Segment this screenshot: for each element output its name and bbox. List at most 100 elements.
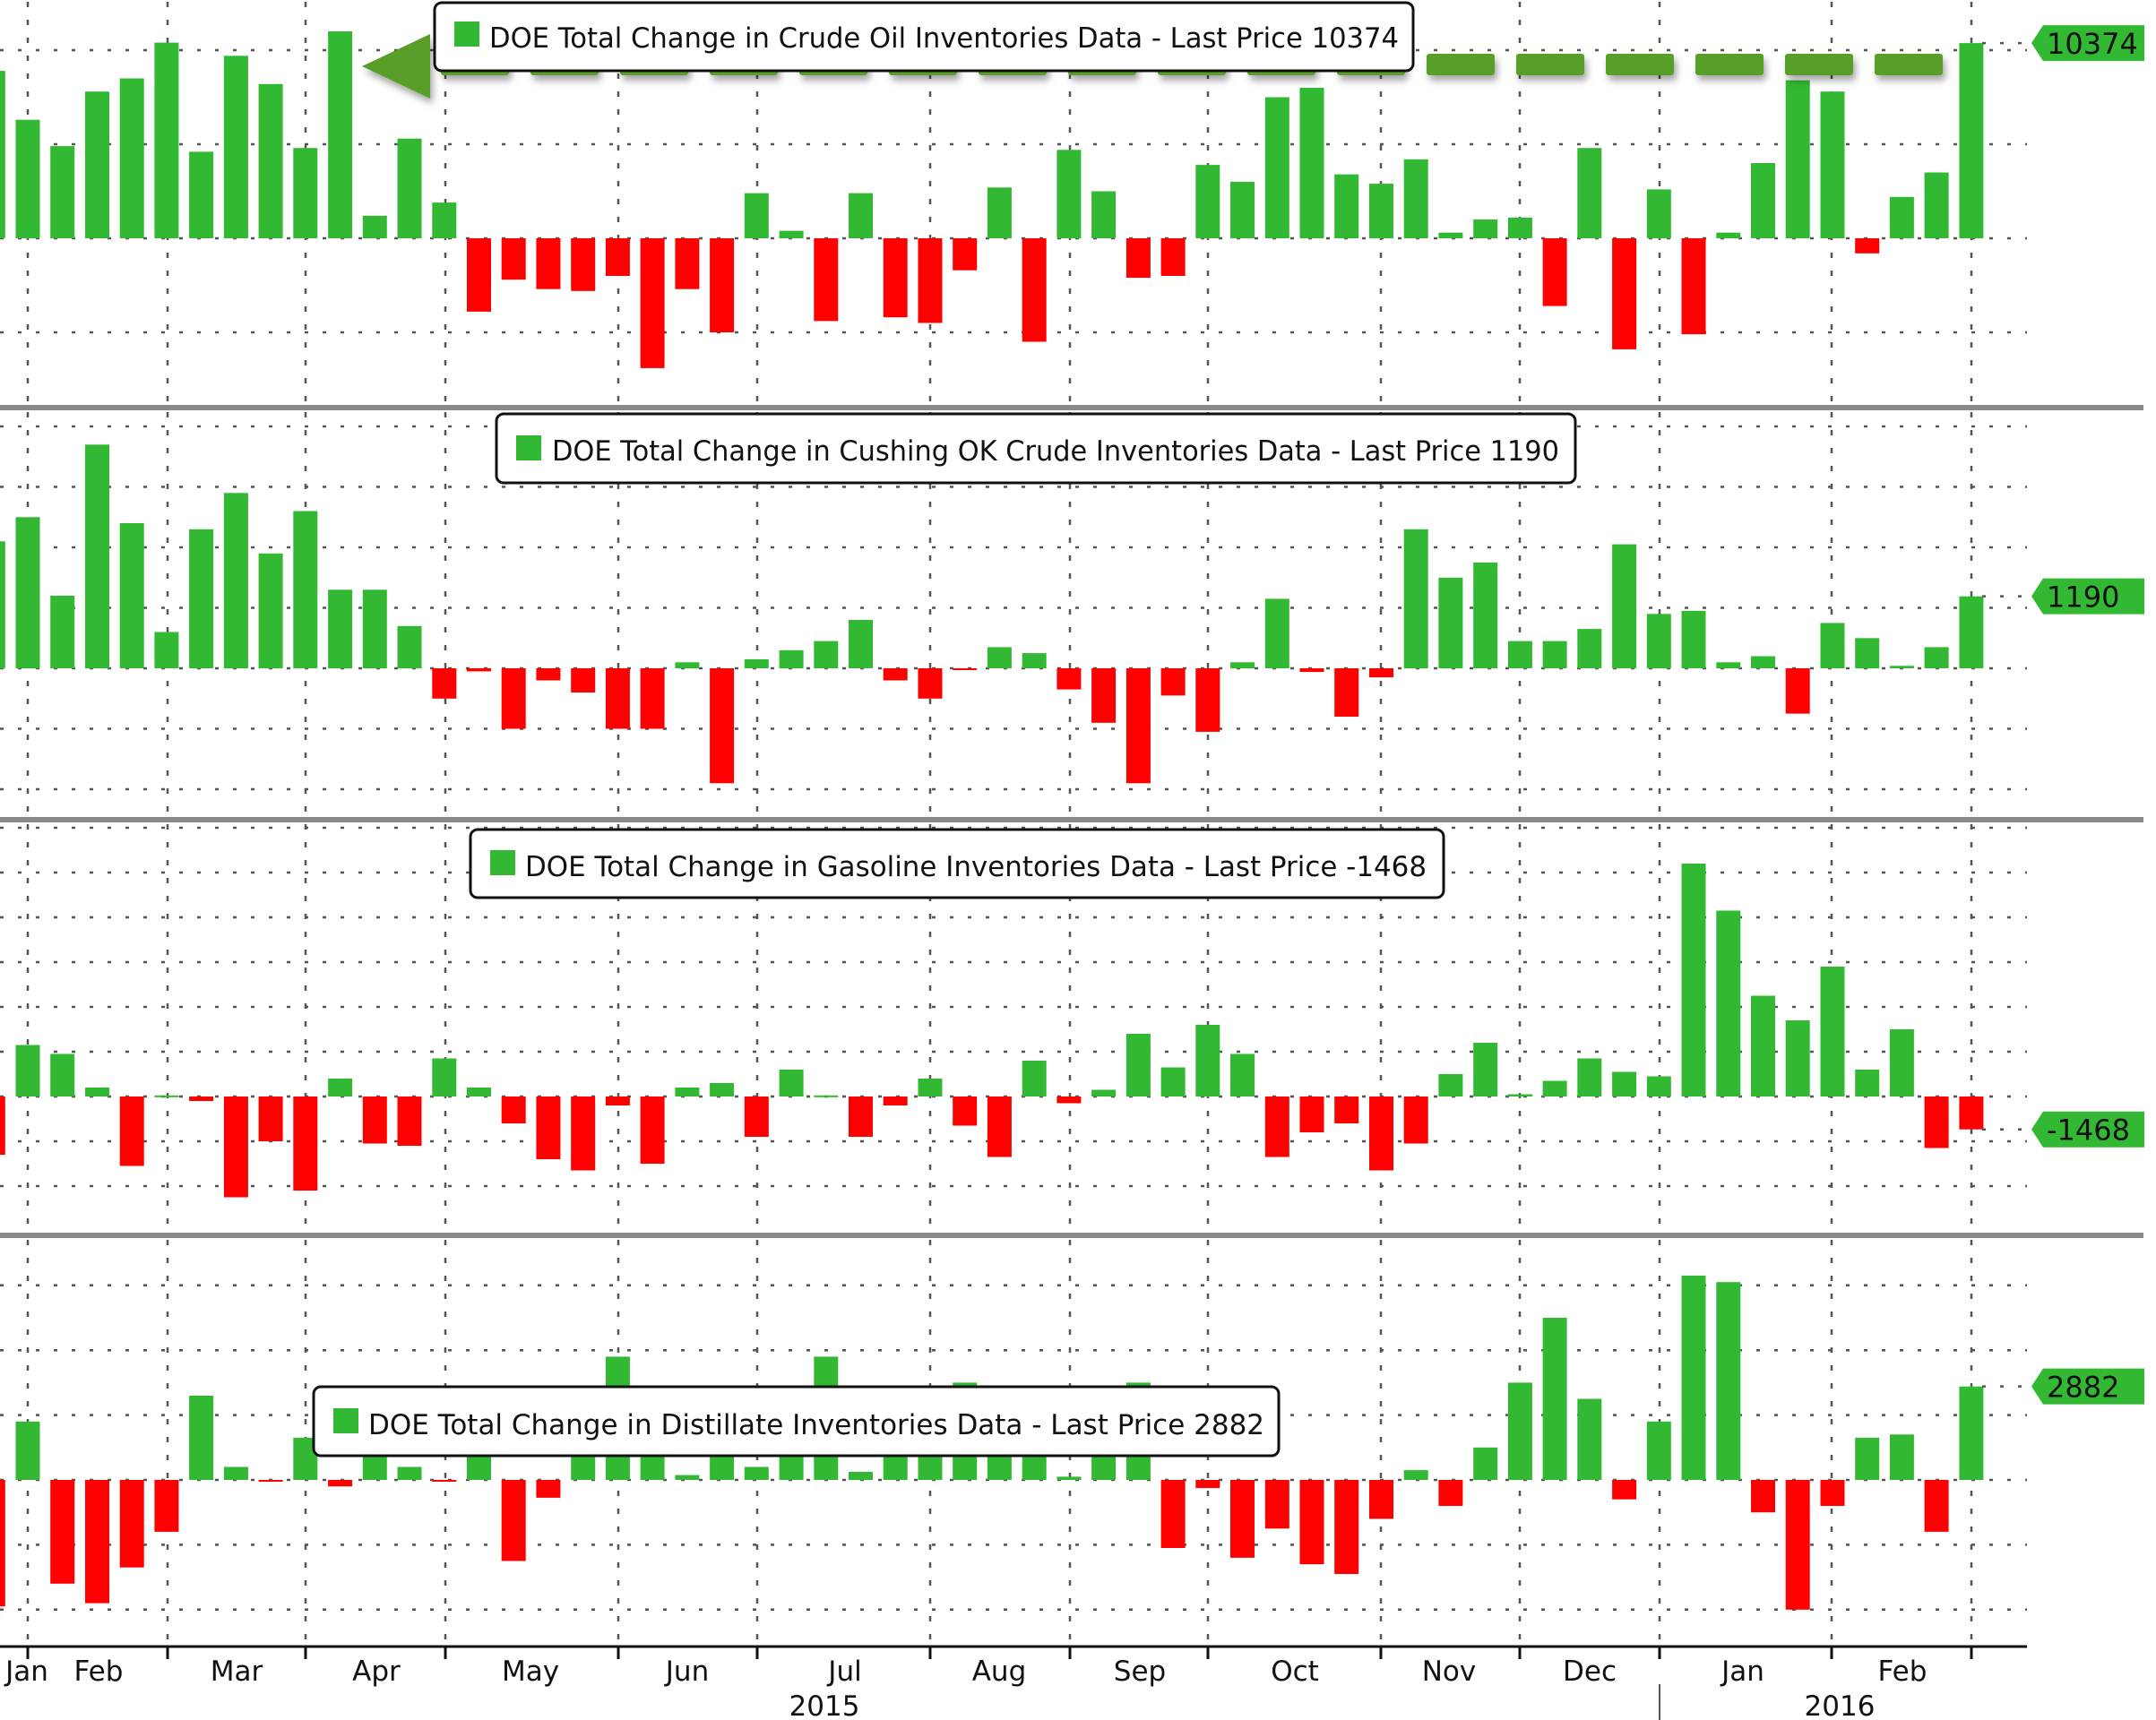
bar-positive [1751,995,1775,1096]
bar-negative [1334,668,1359,717]
x-axis-month-label: Feb [74,1656,124,1688]
bar-negative [1542,238,1567,306]
legend-text: DOE Total Change in Crude Oil Inventorie… [489,22,1399,55]
bar-negative [1681,238,1706,335]
bar-negative [1959,1096,1984,1130]
bar-positive [1438,577,1463,669]
bar-negative [536,1480,561,1498]
bar-positive [1542,1318,1567,1480]
bar-positive [1507,217,1532,238]
bar-positive [1751,656,1775,668]
bar-positive [744,193,769,238]
bar-positive [1542,641,1567,668]
bar-positive [362,589,387,669]
bar-negative [1924,1096,1949,1148]
bar-negative [1264,1480,1289,1529]
bar-positive [1577,1398,1602,1480]
bar-positive [15,517,40,669]
bar-positive [1473,562,1498,668]
bar-positive [1542,1080,1567,1096]
bar-positive [1924,647,1949,668]
bar-positive [0,541,5,669]
bar-positive [154,42,179,238]
bar-positive [1785,80,1810,238]
bar-positive [675,1088,700,1096]
bar-negative [1056,668,1082,690]
bar-negative [1820,1480,1845,1506]
bar-negative [571,1096,596,1171]
bar-positive [1681,610,1706,668]
x-axis-month-label: Jan [4,1656,48,1688]
bar-negative [362,1096,387,1144]
bar-positive [1924,172,1949,238]
bar-positive [814,1095,839,1097]
bar-positive [744,658,769,668]
bar-positive [15,1045,40,1096]
bar-negative [1334,1096,1359,1123]
bar-positive [223,1466,248,1480]
x-axis-month-label: Apr [352,1656,401,1688]
bar-positive [1612,1071,1637,1096]
x-axis-month-label: Feb [1878,1656,1927,1688]
bar-positive [1855,1437,1880,1480]
bar-negative [849,1096,873,1137]
bar-negative [119,1096,144,1166]
bar-positive [1855,1070,1880,1096]
x-axis-month-label: Jun [664,1656,709,1688]
bar-positive [675,1475,700,1480]
bar-negative [432,668,457,699]
x-axis-month-label: Jul [826,1656,861,1688]
bar-positive [849,193,873,238]
arrow-head [362,34,430,99]
tag-value: -1468 [2047,1114,2130,1148]
legend-cushing: DOE Total Change in Cushing OK Crude Inv… [495,412,1577,485]
bar-positive [1091,1089,1117,1096]
bar-positive [397,138,422,238]
bar-positive [1820,967,1845,1096]
bar-negative [675,238,700,289]
x-axis-month-label: May [502,1656,559,1688]
bar-negative [328,1480,353,1487]
x-axis-month-label: Aug [972,1656,1027,1688]
bar-positive [1091,191,1117,238]
x-axis-month-label: Sep [1114,1656,1166,1688]
bar-positive [1056,150,1082,238]
bar-positive [119,523,144,668]
bar-positive [1507,641,1532,668]
bar-negative [1403,1096,1428,1144]
bar-negative [1369,1096,1393,1171]
bar-negative [1299,668,1324,673]
bar-positive [1299,88,1324,238]
bar-positive [1507,1094,1532,1096]
legend-distillate: DOE Total Change in Distillate Inventori… [312,1385,1281,1458]
bar-positive [918,1079,943,1096]
bar-positive [1785,1020,1810,1096]
bar-negative [918,668,943,699]
bar-negative [1195,1480,1220,1489]
legend-box [495,412,1577,485]
bar-positive [0,71,5,238]
bar-positive [50,596,75,668]
bars-layer [0,31,1984,1610]
bar-positive [223,493,248,669]
bar-negative [0,1480,5,1607]
bar-positive [1507,1382,1532,1480]
bar-negative [1125,668,1151,784]
bar-positive [293,148,318,238]
bar-negative [1438,1480,1463,1506]
bar-positive [1022,1061,1047,1096]
bar-positive [1264,97,1289,238]
bar-positive [1438,1074,1463,1096]
bar-negative [293,1096,318,1191]
last-price-tag: -1468 [1982,1111,2144,1148]
x-axis-year-label: 2016 [1805,1690,1876,1720]
tag-shape [2031,25,2144,62]
bar-negative [119,1480,144,1568]
bar-negative [1855,238,1880,254]
bar-positive [1022,653,1047,668]
bar-positive [85,444,109,669]
bar-positive [1577,148,1602,238]
bar-positive [779,649,804,669]
bar-positive [710,1083,735,1096]
bar-negative [0,1096,5,1155]
